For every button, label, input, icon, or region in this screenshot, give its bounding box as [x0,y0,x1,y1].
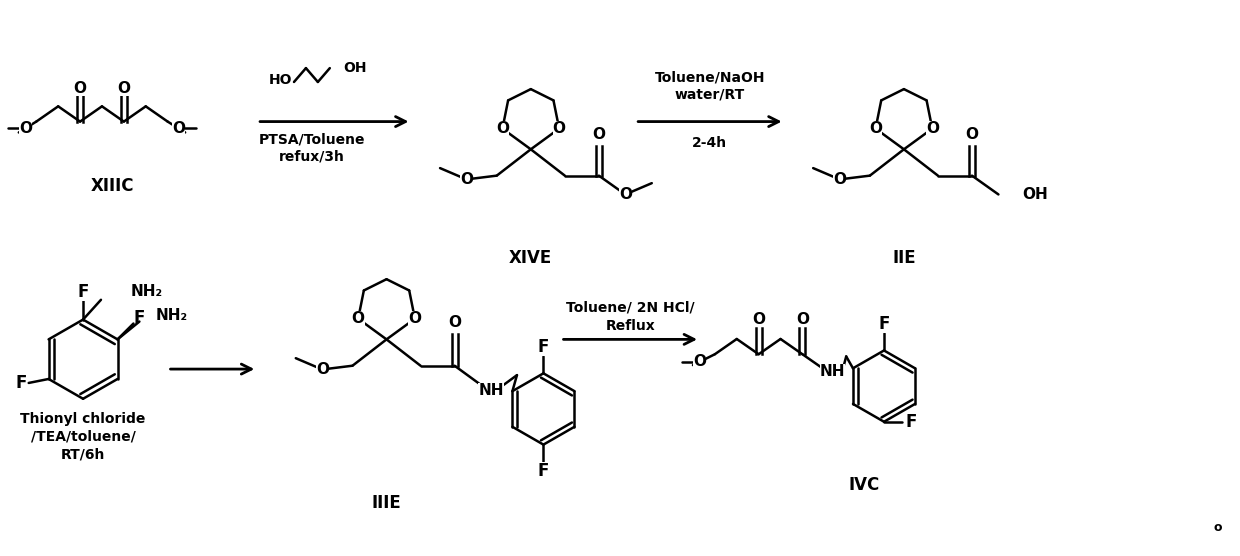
Text: O: O [448,315,461,330]
Text: IIE: IIE [892,249,915,267]
Text: RT/6h: RT/6h [61,447,105,461]
Text: XIIIC: XIIIC [92,177,135,195]
Text: O: O [869,121,882,136]
Text: F: F [538,337,549,356]
Text: NH: NH [479,383,503,398]
Text: OH: OH [1022,187,1048,202]
Text: NH: NH [820,364,844,379]
Text: F: F [905,413,916,431]
Text: O: O [926,121,939,136]
Text: O: O [966,127,978,142]
Text: O: O [19,121,32,136]
Text: O: O [553,121,565,136]
Text: O: O [796,312,808,327]
Text: Reflux: Reflux [605,319,655,332]
Text: F: F [878,315,889,332]
Text: OH: OH [343,61,367,75]
Text: F: F [538,463,549,480]
Text: Thionyl chloride: Thionyl chloride [20,411,146,425]
Text: F: F [77,283,89,301]
Text: IVC: IVC [848,476,879,494]
Text: NH₂: NH₂ [155,308,187,323]
Text: O: O [460,172,472,187]
Text: O: O [118,81,130,96]
Text: HO: HO [269,73,291,87]
Text: O: O [753,312,765,327]
Text: refux/3h: refux/3h [279,149,345,163]
Text: O: O [693,354,706,369]
Text: O: O [73,81,87,96]
Text: XIVE: XIVE [510,249,553,267]
Text: O: O [619,187,632,202]
Text: O: O [172,121,185,136]
Text: Toluene/ 2N HCl/: Toluene/ 2N HCl/ [565,301,694,315]
Text: /TEA/toluene/: /TEA/toluene/ [31,429,135,443]
Text: O: O [593,127,605,142]
Text: PTSA/Toluene: PTSA/Toluene [259,132,365,146]
Text: F: F [134,309,145,326]
Text: water/RT: water/RT [675,88,745,102]
Text: F: F [15,374,26,392]
Text: o: o [1214,521,1223,534]
Text: O: O [408,311,422,326]
Text: O: O [833,172,846,187]
Text: O: O [496,121,508,136]
Text: 2-4h: 2-4h [692,136,728,150]
Text: NH₂: NH₂ [131,284,162,299]
Text: O: O [352,311,365,326]
Text: IIIE: IIIE [372,494,402,512]
Text: O: O [316,362,329,377]
Text: Toluene/NaOH: Toluene/NaOH [655,70,765,84]
